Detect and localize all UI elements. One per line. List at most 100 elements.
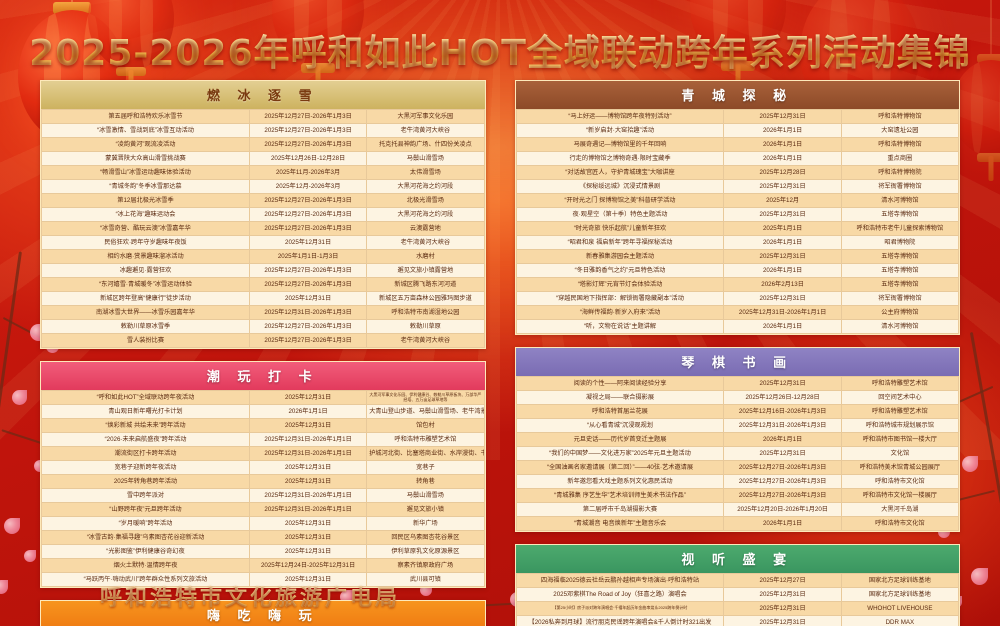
section-header-haichihaiwan: 嗨 吃 嗨 玩 [41,601,485,626]
activity-venue-cell: 呼和浩特市雕塑艺术馆 [366,432,485,447]
section-panel-qingchengtanmi: 青 城 探 秘 “马上好运——博物馆跨年夜特别活动” 2025年12月31日 呼和浩特… [514,80,960,335]
activity-venue-cell: 大黑河军事文化乐园、伊利健康谷、敕勒川草原板块、万部华严经塔、五万亩足球草地等 [366,390,485,405]
activity-venue-cell: 新城区五万亩森林公园雅玛图步道 [366,291,485,306]
activity-venue-cell: 托克托县神韵广场、什四份关凌点 [366,137,485,152]
section-panel-chaowandaka: 潮 玩 打 卡 “呼和如此HOT”全域联动跨年夜活动 2025年12月31日 大黑河军… [40,361,486,588]
activity-name-cell: 第五届呼和浩特欢乐冰雪节 [41,109,250,124]
activity-name-cell: “东河嬉雪·青城暖冬”冰雪运动体验 [41,277,250,292]
activity-venue-cell: 呼和浩特博物馆 [840,109,960,124]
table-row: “马跃丙午·嗨动武川”跨年群众性系列文旅活动2025年12月31日武川县可镇 [41,572,485,587]
table-row: “冰上花海”趣味运动会 2025年12月27日-2026年1月3日 大黑河花海之约河… [41,207,485,222]
section-header-chaowandaka: 潮 玩 打 卡 [41,362,485,390]
section-header-shitingshengyan: 视 听 盛 宴 [515,545,959,573]
activity-date-cell: 2025年12月31日-2026年1月1日 [248,502,368,517]
section-panel-haichihaiwan: 嗨 吃 嗨 玩新年“溜达”计划——新年CityWalk系列活动2025年12月3… [40,600,486,626]
table-row: “焕彩新城 共绘未来”跨年活动 2025年12月31日 馆包村 [41,418,485,433]
activity-date-cell: 2025年12月31日 [723,291,842,306]
activity-name-cell: 南湖冰雪大世界——冰雪乐园嘉年华 [41,305,250,320]
activity-venue-cell: 将军衙署博物馆 [840,291,960,306]
activity-venue-cell: 护城河北街、比塞塔商业街、水岸漫街、书院西街 [366,446,485,461]
activity-date-cell: 2025年12月27日-2026年1月3日 [248,207,368,222]
table-row: “山野跨年夜”元旦跨年活动 2025年12月31日-2026年1月1日 邂见文旅小镇 [41,502,485,517]
activity-name-cell: 潮流街区打卡跨年活动 [41,446,250,461]
table-row: “新岁启封·大窑拾趣”活动 2026年1月1日 大窑遗址公园 [515,123,960,138]
activity-venue-cell: 转角巷 [366,474,485,489]
activity-date-cell: 2026年1月1日 [723,432,842,447]
activity-name-cell: 蒙冀晋陕大众高山滑雪挑战赛 [41,151,250,166]
section-panel-shitingshengyan: 视 听 盛 宴四海福临2025德云社岳云鹏孙越相声专场演出·呼和浩特站 2025年… [514,544,960,626]
activity-date-cell: 2025年12月31日 [723,207,842,222]
activity-table-chaowandaka: “呼和如此HOT”全域联动跨年夜活动 2025年12月31日 大黑河军事文化乐园、伊… [41,390,485,587]
activity-name-cell: 【第25小时】房子派对跨年演唱会·千禧年起历年金曲串烧＆2025跨年倒计时 [515,601,725,616]
right-column: 青 城 探 秘 “马上好运——博物馆跨年夜特别活动” 2025年12月31日 呼和浩特… [514,80,960,626]
activity-venue-cell: 五塔寺博物馆 [840,207,960,222]
activity-venue-cell: 呼和浩特美术馆青城公园展厅 [840,460,960,475]
table-row: 夜·观星空（第十季）特色主题活动 2025年12月31日 五塔寺博物馆 [515,207,960,222]
activity-name-cell: 新年邀您看大戏主题系列文化惠民活动 [515,474,725,489]
table-row: “听，文物在说话”主题讲解 2026年1月1日 清水河博物馆 [515,319,960,334]
table-row: 四海福临2025德云社岳云鹏孙越相声专场演出·呼和浩特站 2025年12月27日国… [515,573,960,588]
activity-venue-cell: 大黑河军事文化乐园 [366,109,485,124]
activity-name-cell: 新城区跨年登高“健康行”徒步活动 [41,291,250,306]
activity-name-cell: “凌韵黄河”观流凌活动 [41,137,250,152]
activity-name-cell: “全国油画名家邀请展（第二回）”——40弦·艺术邀请展 [515,460,725,475]
activity-venue-cell: 呼和浩特市文化馆 [840,474,960,489]
activity-venue-cell: 呼和浩特博物院 [840,165,960,180]
activity-venue-cell: 新华广场 [366,516,485,531]
activity-name-cell: “2026·未来启航盛夜”跨年活动 [41,432,250,447]
activity-venue-cell: 水磨村 [366,249,485,264]
activity-name-cell: “我们的中国梦——文化进万家”2025年元旦主题活动 [515,446,725,461]
activity-venue-cell: 呼和浩特雕塑艺术馆 [840,404,960,419]
activity-venue-cell: 马鬃山滑雪场 [366,488,485,503]
activity-date-cell: 2025年12月27日-2026年1月3日 [248,123,368,138]
activity-venue-cell: 敕勒川草原 [366,319,485,334]
table-row: 第12届北极光冰雪季 2025年12月27日-2026年1月3日 北极光滑雪场 [41,193,485,208]
activity-date-cell: 2025年12月28日 [723,165,842,180]
activity-name-cell: “青城潮音 电音焕新年”主题音乐会 [515,516,725,531]
activity-name-cell: 2025年转角巷跨年活动 [41,474,250,489]
table-row: 新春雅集游园会主题活动 2025年12月31日 五塔寺博物馆 [515,249,960,264]
activity-venue-cell: 宽巷子 [366,460,485,475]
activity-name-cell: “塔影灯辉”元宵节灯会体验活动 [515,277,725,292]
activity-name-cell: 雪中跨年派对 [41,488,250,503]
activity-name-cell: 行走的博物馆之博物奇遇·限时宝藏季 [515,151,725,166]
table-row: “全国油画名家邀请展（第二回）”——40弦·艺术邀请展 2025年12月27日-2… [515,460,960,475]
activity-date-cell: 2025年12月31日 [248,572,368,587]
activity-name-cell: 青山观日新年曙光打卡计划 [41,404,250,419]
activity-name-cell: “马跃丙午·嗨动武川”跨年群众性系列文旅活动 [41,572,250,587]
table-row: “塔影灯辉”元宵节灯会体验活动 2026年2月13日 五塔寺博物馆 [515,277,960,292]
activity-venue-cell: 大黑河花海之约河段 [366,179,485,194]
activity-name-cell: “听，文物在说话”主题讲解 [515,319,725,334]
activity-name-cell: 烟火土默特·温情跨年夜 [41,558,250,573]
activity-venue-cell: 呼和浩特博物馆 [840,137,960,152]
table-row: 凝视之局——联合摄影展 2025年12月26日-12月28日 回空间艺术中心 [515,390,960,405]
activity-date-cell: 2025年12月 [723,193,842,208]
table-row: 第五届呼和浩特欢乐冰雪节 2025年12月27日-2026年1月3日 大黑河军事文化… [41,109,485,124]
table-row: “凌韵黄河”观流凌活动 2025年12月27日-2026年1月3日 托克托县神韵广场… [41,137,485,152]
table-row: “青城潮音 电音焕新年”主题音乐会 2026年1月1日 呼和浩特市文化馆 [515,516,960,531]
section-header-qingchengtanmi: 青 城 探 秘 [515,81,959,109]
activity-venue-cell: 邂见文旅小镇露营地 [366,263,485,278]
table-row: 蒙冀晋陕大众高山滑雪挑战赛 2025年12月26日-12月28日 马鬃山滑雪场 [41,151,485,166]
table-row: 南湖冰雪大世界——冰雪乐园嘉年华 2025年12月31日-2026年1月3日 呼和浩… [41,305,485,320]
activity-venue-cell: 回空间艺术中心 [840,390,960,405]
activity-venue-cell: 五塔寺博物馆 [840,263,960,278]
activity-date-cell: 2025年12月26日-12月28日 [248,151,368,166]
activity-table-qinqishuhua: 阅读的个性——阿来阅读经验分享 2025年12月31日 呼和浩特雕塑艺术馆 凝视之局—… [515,376,960,531]
activity-venue-cell: 新城区腾飞路东河河道 [366,277,485,292]
activity-date-cell: 2025年11月-2026年3月 [248,165,368,180]
activity-venue-cell: 呼和浩特雕塑艺术馆 [840,376,960,391]
table-row: “对话故宫匠人，守护青城瑰宝”大咖讲座 2025年12月28日 呼和浩特博物院 [515,165,960,180]
activity-name-cell: “光影图鉴”伊利健康谷奇幻夜 [41,544,250,559]
activity-date-cell: 2025年12月31日 [248,474,368,489]
activity-date-cell: 2025年1月1日-1月3日 [248,249,368,264]
activity-name-cell: “冬日雅韵香气之约”元旦特色活动 [515,263,725,278]
activity-name-cell: “畅滑雪山”冰雪运动趣味体验活动 [41,165,250,180]
table-row: “东河嬉雪·青城暖冬”冰雪运动体验 2025年12月27日-2026年1月3日 新城… [41,277,485,292]
table-row: “昭君和泉 福启新年”跨年寻福探秘活动 2026年1月1日 昭君博物院 [515,235,960,250]
activity-name-cell: “青城雅集 序艺生华”艺术培训师生美术书法作品” [515,488,725,503]
activity-date-cell: 2025年12月27日-2026年1月3日 [248,277,368,292]
activity-date-cell: 2026年1月1日 [723,137,842,152]
activity-date-cell: 2026年1月1日 [723,123,842,138]
section-panel-qinqishuhua: 琴 棋 书 画阅读的个性——阿来阅读经验分享 2025年12月31日 呼和浩特雕塑艺… [514,347,960,532]
